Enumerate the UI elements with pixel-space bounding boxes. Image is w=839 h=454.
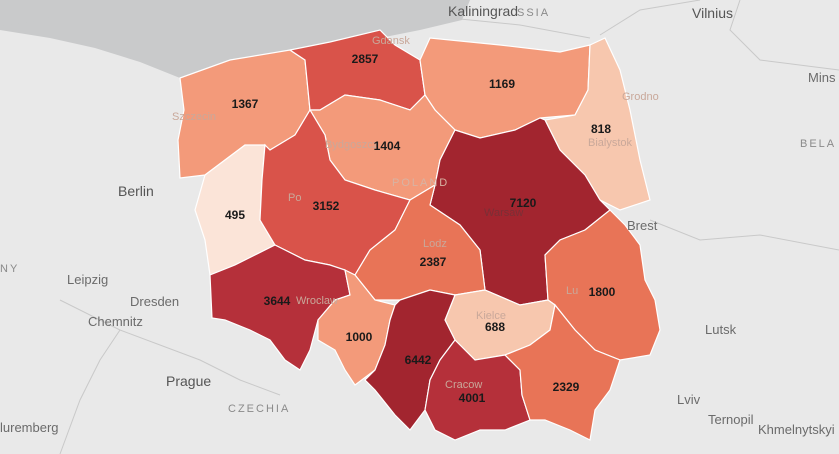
label-vilnius: Vilnius [692, 5, 733, 21]
belarus-ukraine-border [649, 219, 839, 251]
kaliningrad-border [449, 17, 591, 39]
label-poland: POLAND [392, 177, 449, 189]
value-wielkopolskie: 3152 [313, 199, 340, 213]
label-gdansk: Gdansk [372, 35, 410, 47]
label-nuremberg: luremberg [0, 420, 59, 435]
label-bialystok: Bialystok [588, 137, 633, 149]
value-zachodniopomorskie: 1367 [232, 97, 259, 111]
label-lublin: Lu [566, 285, 578, 297]
label-minsk: Mins [808, 70, 836, 85]
label-lodz: Lodz [423, 238, 447, 250]
value-podkarpackie: 2329 [553, 380, 580, 394]
label-berlin: Berlin [118, 183, 154, 199]
label-kaliningrad: Kaliningrad [448, 3, 518, 19]
label-szczecin: Szczecin [172, 111, 216, 123]
germany-czech-border-2 [59, 329, 121, 454]
label-belarus: BELA [800, 138, 836, 150]
value-malopolskie: 4001 [459, 391, 486, 405]
lithuania-border [599, 0, 701, 36]
sea-corner [0, 0, 90, 26]
belarus-lithuania-border [729, 0, 839, 71]
label-bydgoszcz: Bydgoszcz [325, 139, 378, 151]
label-poznan: Po [288, 192, 301, 204]
value-kujawsko-pomorskie: 1404 [374, 139, 401, 153]
label-prague: Prague [166, 373, 211, 389]
value-slaskie: 6442 [405, 353, 432, 367]
germany-czech-border [59, 299, 281, 396]
value-lubuskie: 495 [225, 208, 245, 222]
label-leipzig: Leipzig [67, 272, 108, 287]
label-khmelnytskyi: Khmelnytskyi [758, 422, 835, 437]
label-grodno: Grodno [622, 91, 659, 103]
label-warsaw: Warsaw [484, 207, 523, 219]
label-lutsk: Lutsk [705, 322, 737, 337]
label-wroclaw: Wroclaw [296, 295, 338, 307]
value-opolskie: 1000 [346, 330, 373, 344]
value-mazowieckie: 7120 [510, 196, 537, 210]
value-swietokrzyskie: 688 [485, 320, 505, 334]
value-pomorskie: 2857 [352, 52, 379, 66]
value-dolnoslaskie: 3644 [264, 294, 291, 308]
baltic-sea [0, 0, 470, 78]
label-czechia: CZECHIA [228, 403, 290, 415]
region-malopolskie[interactable] [424, 339, 531, 441]
value-warminsko-mazurskie: 1169 [489, 77, 515, 91]
label-cracow: Cracow [445, 379, 482, 391]
region-podkarpackie[interactable] [503, 303, 621, 441]
label-kielce: Kielce [476, 310, 506, 322]
value-lodzkie: 2387 [420, 255, 447, 269]
label-russia: SSIA [517, 7, 550, 19]
value-podlaskie: 818 [591, 122, 611, 136]
value-lubelskie: 1800 [589, 285, 616, 299]
region-opolskie[interactable] [317, 268, 396, 386]
label-brest: Brest [627, 218, 658, 233]
label-chemnitz: Chemnitz [88, 314, 143, 329]
label-ternopil: Ternopil [708, 412, 754, 427]
label-lviv: Lviv [677, 392, 701, 407]
label-germany: NY [0, 263, 19, 275]
region-podlaskie[interactable] [544, 37, 651, 211]
label-dresden: Dresden [130, 294, 179, 309]
